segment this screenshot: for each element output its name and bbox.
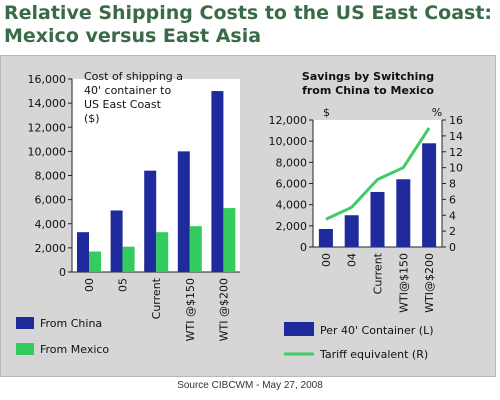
right-right-y-tick-label: 12: [449, 146, 463, 159]
left-annotation-line: 40' container to: [84, 84, 171, 97]
right-left-y-tick-label: 4,000: [276, 199, 308, 212]
left-annotation-line: ($): [84, 112, 100, 125]
right-legend-swatch-per-container: [284, 322, 314, 336]
left-legend-label-from-mexico: From Mexico: [40, 343, 109, 356]
left-bar-from-china-wti-200: [211, 91, 224, 272]
left-bar-from-china-current: [144, 170, 157, 272]
left-y-tick-label: 6,000: [35, 194, 67, 207]
right-right-y-tick-label: 0: [449, 241, 456, 254]
right-right-y-tick-label: 10: [449, 162, 463, 175]
right-right-y-tick-label: 16: [449, 114, 463, 127]
right-left-axis-unit: $: [323, 106, 330, 119]
right-right-y-tick-label: 14: [449, 130, 463, 143]
right-right-y-tick-label: 8: [449, 178, 456, 191]
right-x-tick-label: Current: [372, 252, 385, 294]
left-bar-from-mexico-wti-150: [189, 226, 202, 272]
left-bar-from-mexico-current: [156, 232, 169, 272]
left-bar-from-mexico-00: [89, 251, 101, 272]
right-bar-04: [344, 215, 359, 247]
right-left-y-tick-label: 6,000: [276, 178, 308, 191]
right-chart-title-line-1: Savings by Switching: [302, 70, 434, 83]
left-annotation-line: Cost of shipping a: [84, 70, 183, 83]
right-chart-title-line-2: from China to Mexico: [302, 84, 434, 97]
left-y-tick-label: 12,000: [28, 121, 67, 134]
left-x-tick-label: Current: [150, 277, 163, 319]
title-line-1: Relative Shipping Costs to the US East C…: [4, 2, 493, 24]
right-right-y-tick-label: 6: [449, 193, 456, 206]
left-y-tick-label: 14,000: [28, 97, 67, 110]
left-x-tick-label: WTI @$150: [184, 278, 197, 341]
left-y-tick-label: 16,000: [28, 73, 67, 86]
left-x-tick-label: 05: [117, 278, 130, 292]
source-note: Source CIBCWM - May 27, 2008: [177, 380, 323, 391]
page-title: Relative Shipping Costs to the US East C…: [4, 2, 496, 48]
right-bar-wti-200: [422, 143, 437, 247]
right-bar-00: [318, 229, 333, 247]
left-x-tick-label: 00: [83, 278, 96, 292]
right-x-tick-label: 04: [346, 253, 359, 267]
left-bar-from-mexico-05: [122, 246, 135, 272]
right-left-y-tick-label: 10,000: [269, 135, 308, 148]
left-bar-from-china-05: [110, 210, 123, 272]
left-bar-from-china-00: [77, 232, 89, 272]
right-left-y-tick-label: 8,000: [276, 156, 308, 169]
right-right-axis-unit: %: [432, 106, 442, 119]
left-y-tick-label: 2,000: [35, 242, 67, 255]
right-legend-label-per-container: Per 40' Container (L): [320, 324, 434, 337]
left-legend-swatch-from-mexico: [16, 343, 34, 355]
left-legend-label-from-china: From China: [40, 317, 102, 330]
right-bar-wti-150: [396, 179, 411, 247]
right-x-tick-label: WTI@$200: [423, 253, 436, 313]
left-bar-from-mexico-wti-200: [223, 208, 236, 272]
left-bar-from-china-wti-150: [177, 151, 190, 272]
right-bar-current: [370, 191, 385, 247]
left-annotation-line: US East Coast: [84, 98, 162, 111]
right-x-tick-label: WTI@$150: [397, 253, 410, 313]
left-y-tick-label: 0: [59, 266, 66, 279]
right-left-y-tick-label: 12,000: [269, 114, 308, 127]
right-legend-label-tariff: Tariff equivalent (R): [319, 348, 428, 361]
left-x-tick-label: WTI @$200: [217, 278, 230, 341]
left-y-tick-label: 8,000: [35, 170, 67, 183]
left-legend-swatch-from-china: [16, 317, 34, 329]
right-x-tick-label: 00: [320, 253, 333, 267]
right-right-y-tick-label: 2: [449, 225, 456, 238]
right-right-y-tick-label: 4: [449, 209, 456, 222]
right-tariff-line: [325, 127, 431, 221]
title-line-2: Mexico versus East Asia: [4, 25, 262, 47]
left-y-tick-label: 4,000: [35, 218, 67, 231]
right-left-y-tick-label: 0: [300, 241, 307, 254]
right-left-y-tick-label: 2,000: [276, 220, 308, 233]
left-y-tick-label: 10,000: [28, 145, 67, 158]
